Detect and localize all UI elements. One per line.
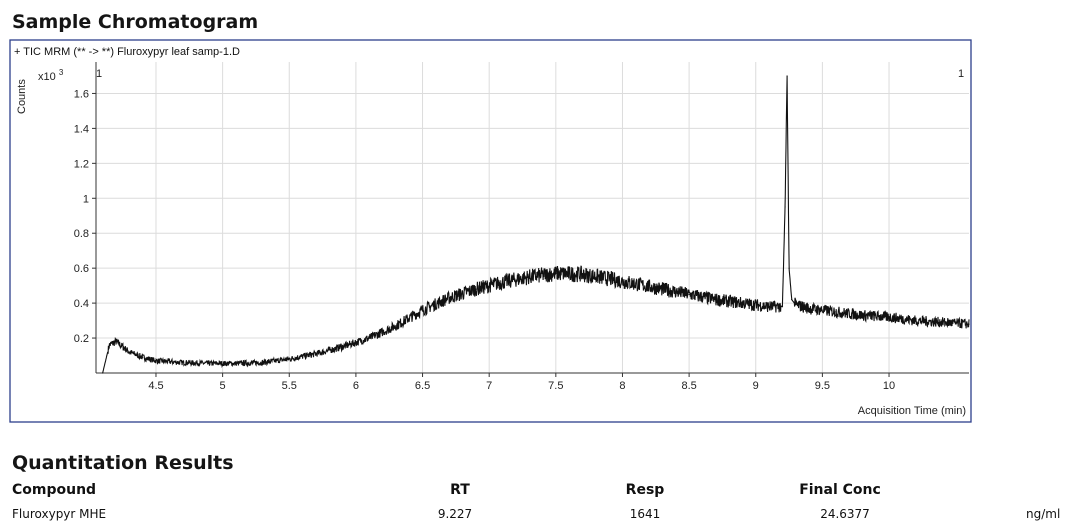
data-point-36: [835, 311, 837, 313]
cell-unit: ng/ml: [1026, 507, 1061, 521]
data-point-16: [448, 297, 450, 299]
ticks: 4.5 5 5.5 6 6.5 7 7.5 8 8.5 9 9.5 10 0.2 0.4 0.6 0.8 1 1.…: [74, 88, 895, 392]
cell-compound: Fluroxypyr MHE: [12, 507, 107, 521]
data-point-14: [395, 325, 397, 327]
cell-rt: 9.227: [437, 507, 473, 521]
y-axis-label: Counts: [16, 79, 28, 114]
x-tick-label-8: 8.5: [681, 380, 696, 392]
x-tick-label-4: 6.5: [415, 380, 430, 392]
data-point-33: [791, 299, 793, 301]
cell-final-conc: 24.6377: [820, 507, 870, 521]
data-point-22: [608, 278, 610, 280]
data-point-25: [688, 293, 690, 295]
data-point-1: [108, 344, 110, 346]
x-tick-label-0: 4.5: [148, 380, 163, 392]
marker-label-left: 1: [96, 68, 102, 80]
data-point-32: [788, 267, 790, 269]
cell-resp: 1641: [629, 507, 661, 521]
data-point-11: [315, 353, 317, 355]
y-tick-label-0: 0.2: [74, 333, 89, 345]
data-point-35: [808, 307, 810, 309]
x-tick-label-9: 9: [753, 380, 759, 392]
y-multiplier-exp: 3: [59, 68, 64, 77]
data-point-8: [235, 362, 237, 364]
x-tick-label-7: 8: [619, 380, 625, 392]
data-point-26: [715, 299, 717, 301]
data-point-12: [341, 346, 344, 348]
data-point-15: [421, 309, 424, 311]
data-point-34: [795, 304, 797, 306]
y-tick-label-4: 1: [83, 193, 89, 205]
data-point-17: [475, 288, 477, 290]
col-header-compound: Compound: [12, 482, 97, 498]
data-point-6: [182, 361, 184, 364]
data-point-5: [155, 360, 157, 362]
x-tick-label-5: 7: [486, 380, 492, 392]
x-tick-label-2: 5.5: [282, 380, 297, 392]
data-point-29: [781, 306, 784, 308]
data-point-7: [208, 362, 210, 364]
data-point-20: [555, 272, 557, 275]
col-header-resp: Resp: [625, 482, 665, 498]
y-tick-label-6: 1.4: [74, 123, 89, 135]
col-header-final-conc: Final Conc: [799, 482, 881, 498]
data-point-13: [368, 337, 370, 339]
axes: [95, 62, 969, 374]
x-tick-label-3: 6: [353, 380, 359, 392]
data-point-3: [128, 351, 130, 353]
y-tick-label-7: 1.6: [74, 88, 89, 100]
y-multiplier-base: x10: [38, 71, 56, 83]
marker-label-right: 1: [958, 68, 964, 80]
col-header-rt: RT: [450, 482, 470, 498]
y-tick-label-1: 0.4: [74, 298, 89, 310]
data-point-30: [784, 206, 786, 208]
data-point-18: [501, 281, 504, 283]
data-point-39: [915, 319, 917, 322]
x-axis-label: Acquisition Time (min): [858, 405, 966, 417]
y-tick-label-3: 0.8: [74, 228, 89, 240]
trace-label: + TIC MRM (** -> **) Fluroxypyr leaf sam…: [14, 46, 240, 58]
chromatogram-chart: 4.5 5 5.5 6 6.5 7 7.5 8 8.5 9 9.5 10 0.2 0.4 0.6 0.8 1 1.…: [9, 39, 972, 423]
data-point-9: [262, 361, 264, 364]
data-point-27: [741, 302, 744, 304]
data-point-41: [968, 323, 970, 325]
sample-chromatogram-title: Sample Chromatogram: [12, 11, 259, 33]
x-tick-label-11: 10: [883, 380, 895, 392]
series-layer: [102, 75, 970, 374]
x-tick-label-1: 5: [220, 380, 226, 392]
x-tick-label-10: 9.5: [815, 380, 830, 392]
data-point-37: [861, 314, 863, 316]
data-point-23: [635, 283, 637, 285]
series-line-tic: [102, 75, 970, 374]
chart-frame: [9, 39, 972, 423]
data-point-38: [888, 316, 890, 318]
y-tick-label-5: 1.2: [74, 158, 89, 170]
y-multiplier: x10 3: [38, 68, 64, 83]
data-point-0: [102, 372, 104, 374]
data-point-19: [528, 276, 530, 278]
data-point-28: [768, 306, 770, 308]
y-tick-label-2: 0.6: [74, 263, 89, 275]
data-point-24: [661, 288, 664, 290]
data-point-10: [288, 358, 290, 360]
data-point-40: [941, 321, 943, 323]
data-point-21: [581, 273, 584, 275]
data-point-31: [786, 75, 788, 77]
data-point-4: [142, 356, 144, 358]
quantitation-results-title: Quantitation Results: [12, 452, 234, 474]
x-tick-label-6: 7.5: [548, 380, 563, 392]
data-point-2: [115, 340, 117, 343]
